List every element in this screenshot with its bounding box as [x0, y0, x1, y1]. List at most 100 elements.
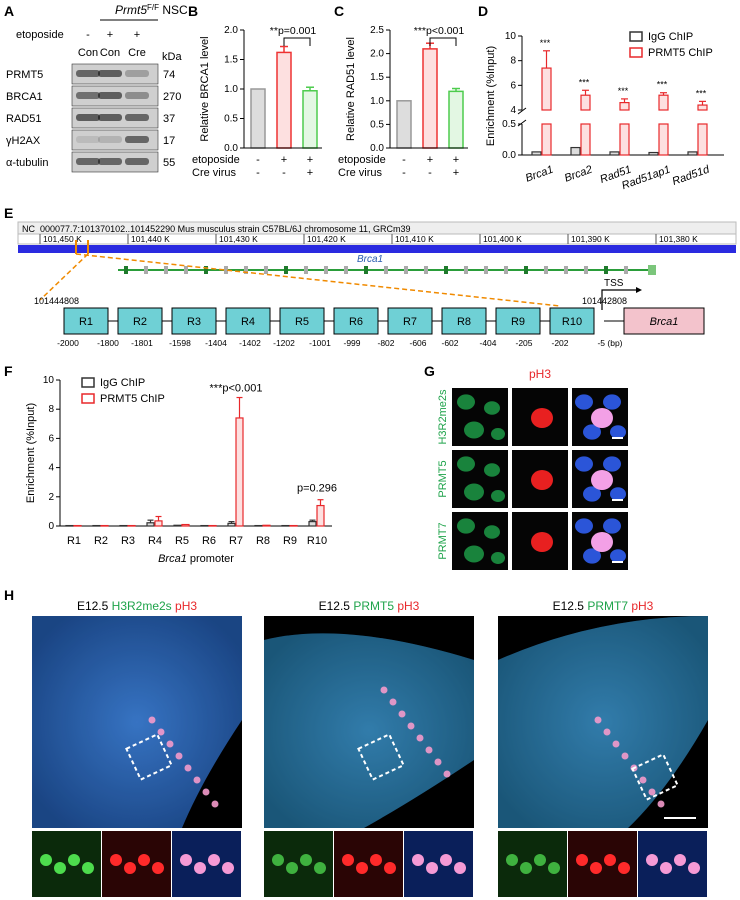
bar-upper	[619, 101, 630, 111]
bar	[73, 524, 82, 527]
lane-label: Con	[100, 47, 120, 59]
y-tick-label: 0.5	[370, 119, 384, 130]
western-blots: PRMT5 74 BRCA1 270 RAD51 37 γH2AX 17 α-tubulin 55	[6, 63, 181, 173]
exon	[184, 266, 188, 274]
dapi-nucleus	[610, 549, 626, 563]
ph3-cell	[398, 710, 406, 718]
promoter-region	[225, 307, 271, 335]
etoposide-sign: +	[134, 29, 140, 41]
chromosome-bar	[18, 245, 736, 253]
inset-nucleus	[194, 862, 206, 874]
inset-nucleus	[618, 862, 630, 874]
ph3-cell	[648, 788, 656, 796]
treatment-sign: +	[453, 167, 459, 179]
bar-lower	[658, 123, 669, 156]
ph3-cell	[639, 776, 647, 784]
region-label: R3	[187, 316, 201, 328]
gene-end	[648, 265, 656, 275]
exon	[604, 266, 608, 274]
y-tick-label: 1.5	[370, 72, 384, 83]
position-label: -5 (bp)	[597, 338, 622, 348]
inset-nucleus	[384, 862, 396, 874]
y-tick-label: 6	[48, 433, 54, 444]
merged-nucleus	[591, 470, 613, 490]
position-label: -999	[343, 338, 360, 348]
inset-nucleus	[426, 862, 438, 874]
nucleus	[491, 552, 505, 564]
treatment-label: etoposide	[192, 154, 240, 166]
ph3-cell	[425, 746, 433, 754]
legend-swatch	[629, 31, 643, 42]
treatment-sign: +	[307, 154, 313, 166]
exon	[364, 266, 368, 274]
inset-nucleus	[272, 854, 284, 866]
exon	[444, 266, 448, 274]
zoom-line	[39, 253, 89, 301]
position-label: -205	[515, 338, 532, 348]
promoter-region	[333, 307, 379, 335]
inset-nucleus	[370, 854, 382, 866]
nucleus	[491, 428, 505, 440]
inset-nucleus	[124, 862, 136, 874]
inset-nucleus	[454, 862, 466, 874]
bar-lower	[580, 123, 591, 156]
treatment-sign: +	[453, 154, 459, 166]
e12-5-sections: E12.5 H3R2me2s pH3 E12.5 PRMT5 pH3 E12.5 P…	[32, 599, 708, 897]
bar-lower	[619, 123, 630, 156]
position-label: -202	[551, 338, 568, 348]
y-axis-label: Enrichment (%Input)	[485, 46, 497, 146]
legend-label: PRMT5 ChIP	[100, 393, 165, 405]
exon	[304, 266, 308, 274]
bar-lower	[697, 123, 708, 156]
x-tick-label: Brca2	[563, 164, 594, 185]
merged-nucleus	[591, 408, 613, 428]
y-tick-label: 6	[510, 80, 516, 91]
legend-label: PRMT5 ChIP	[648, 47, 713, 59]
bar-upper	[541, 67, 552, 111]
inset-nucleus	[520, 862, 532, 874]
y-tick-label: 4	[510, 105, 516, 116]
inset-nucleus	[54, 862, 66, 874]
chart-b: 0.0 0.5 1.0 1.5 2.0 Relative BRCA1 level **p=0…	[192, 25, 322, 179]
protein-label: PRMT5	[6, 69, 43, 81]
etoposide-label-a: etoposide	[16, 29, 64, 41]
ruler-label: 101,410 K	[395, 234, 434, 244]
blot-band	[76, 70, 100, 77]
marker-overlay	[32, 616, 242, 828]
bar	[262, 524, 271, 527]
exon	[244, 266, 248, 274]
promoter-region	[171, 307, 217, 335]
chart-f: 0 2 4 6 8 10 Enrichment (%Input) R1 R2 R3 R4 R5 R6 R7…	[25, 375, 337, 565]
inset-nucleus	[300, 854, 312, 866]
x-tick-label: R9	[283, 535, 297, 547]
inset-box	[631, 753, 679, 801]
inset-nucleus	[68, 854, 80, 866]
y-tick-label: 1.0	[370, 96, 384, 107]
inset-box	[125, 733, 173, 781]
protein-label: BRCA1	[6, 91, 43, 103]
inset-nucleus	[138, 854, 150, 866]
exon	[424, 266, 428, 274]
marker-overlay	[264, 633, 474, 828]
promoter-region	[441, 307, 487, 335]
bar	[396, 100, 412, 149]
bar	[302, 90, 318, 149]
chart-c: 0.0 0.5 1.0 1.5 2.0 2.5 Relative RAD51 level **…	[338, 25, 468, 179]
nucleus	[484, 401, 500, 415]
promoter-region	[63, 307, 109, 335]
position-label: -1202	[273, 338, 295, 348]
ph3-cell	[380, 686, 388, 694]
nucleus	[464, 545, 484, 563]
region-label: R10	[562, 316, 582, 328]
y-tick-label: 2.0	[224, 25, 238, 36]
ph3-cell	[657, 800, 665, 808]
ph3-cell	[621, 752, 629, 760]
bar	[531, 151, 542, 156]
p-value-r7: ***p<0.001	[210, 383, 263, 395]
bar	[127, 524, 136, 527]
ruler-label: 101,400 K	[483, 234, 522, 244]
dapi-nucleus	[610, 425, 626, 439]
dapi-nucleus	[603, 518, 621, 534]
ph3-cell	[175, 752, 183, 760]
